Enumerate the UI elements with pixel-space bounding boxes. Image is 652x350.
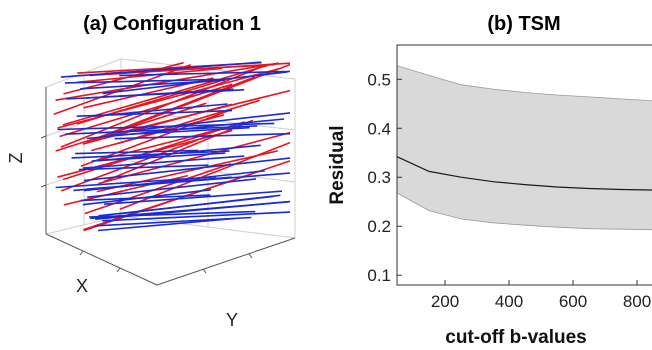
red-segment (59, 83, 233, 138)
red-segment (118, 99, 260, 144)
blue-segment (75, 149, 199, 155)
blue-segment (60, 61, 262, 78)
blue-segment (82, 155, 245, 169)
y-tick-label: 0.2 (367, 217, 391, 236)
panel-a-title: (a) Configuration 1 (83, 13, 261, 35)
blue-segment (78, 164, 209, 171)
plot-frame (396, 44, 652, 286)
y-tick-label: 0.1 (367, 266, 391, 285)
panel-b-title: (b) TSM (487, 13, 560, 35)
series-blue-segments (55, 61, 291, 232)
x-tick-label: 400 (495, 292, 523, 311)
blue-segment (92, 103, 228, 117)
blue-segment (71, 150, 230, 159)
red-segment (96, 150, 278, 193)
red-segment (55, 62, 279, 101)
panel-b: (b) TSM 0.1 0.2 0.3 0.4 0.5 200 400 600 800 cut… (327, 13, 652, 348)
y-axis-label: Residual (327, 125, 348, 204)
blue-segment (119, 70, 291, 77)
blue-segment (64, 78, 219, 84)
blue-segment (95, 200, 291, 220)
blue-segment (87, 178, 257, 198)
blue-segment (102, 71, 288, 95)
panel-a-front-axes (40, 87, 296, 286)
y-tick-label: 0.5 (367, 70, 391, 89)
residual-mean-line (396, 156, 652, 191)
blue-segment (86, 176, 232, 190)
blue-segment (118, 194, 281, 215)
panel-a: (a) Configuration 1 (6, 13, 296, 330)
blue-segment (102, 211, 291, 222)
y-tick-label: 0.3 (367, 168, 391, 187)
y-tick-label: 0.4 (367, 119, 391, 138)
blue-segment (91, 152, 226, 162)
blue-segment (103, 190, 283, 205)
x-axis-ticks: 200 400 600 800 (431, 280, 651, 311)
y-axis-ticks: 0.1 0.2 0.3 0.4 0.5 (367, 70, 402, 285)
axis-z-label: Z (6, 153, 26, 164)
blue-segment (98, 217, 236, 232)
x-tick-label: 800 (623, 292, 651, 311)
x-tick-label: 600 (559, 292, 587, 311)
blue-segment (64, 125, 258, 135)
blue-segment (114, 132, 291, 140)
blue-segment (80, 194, 211, 202)
x-axis-label: cut-off b-values (445, 327, 586, 348)
blue-segment (116, 112, 291, 134)
red-segment (99, 63, 291, 139)
blue-segment (110, 126, 250, 137)
axis-x-label: X (76, 276, 88, 296)
red-segment (84, 162, 232, 215)
blue-segment (84, 157, 291, 182)
residual-band (396, 65, 652, 231)
x-tick-label: 200 (431, 292, 459, 311)
blue-segment (94, 216, 252, 227)
red-segment (76, 80, 221, 125)
axis-y-label: Y (226, 310, 238, 330)
blue-segment (85, 88, 234, 99)
red-segment (60, 134, 212, 192)
